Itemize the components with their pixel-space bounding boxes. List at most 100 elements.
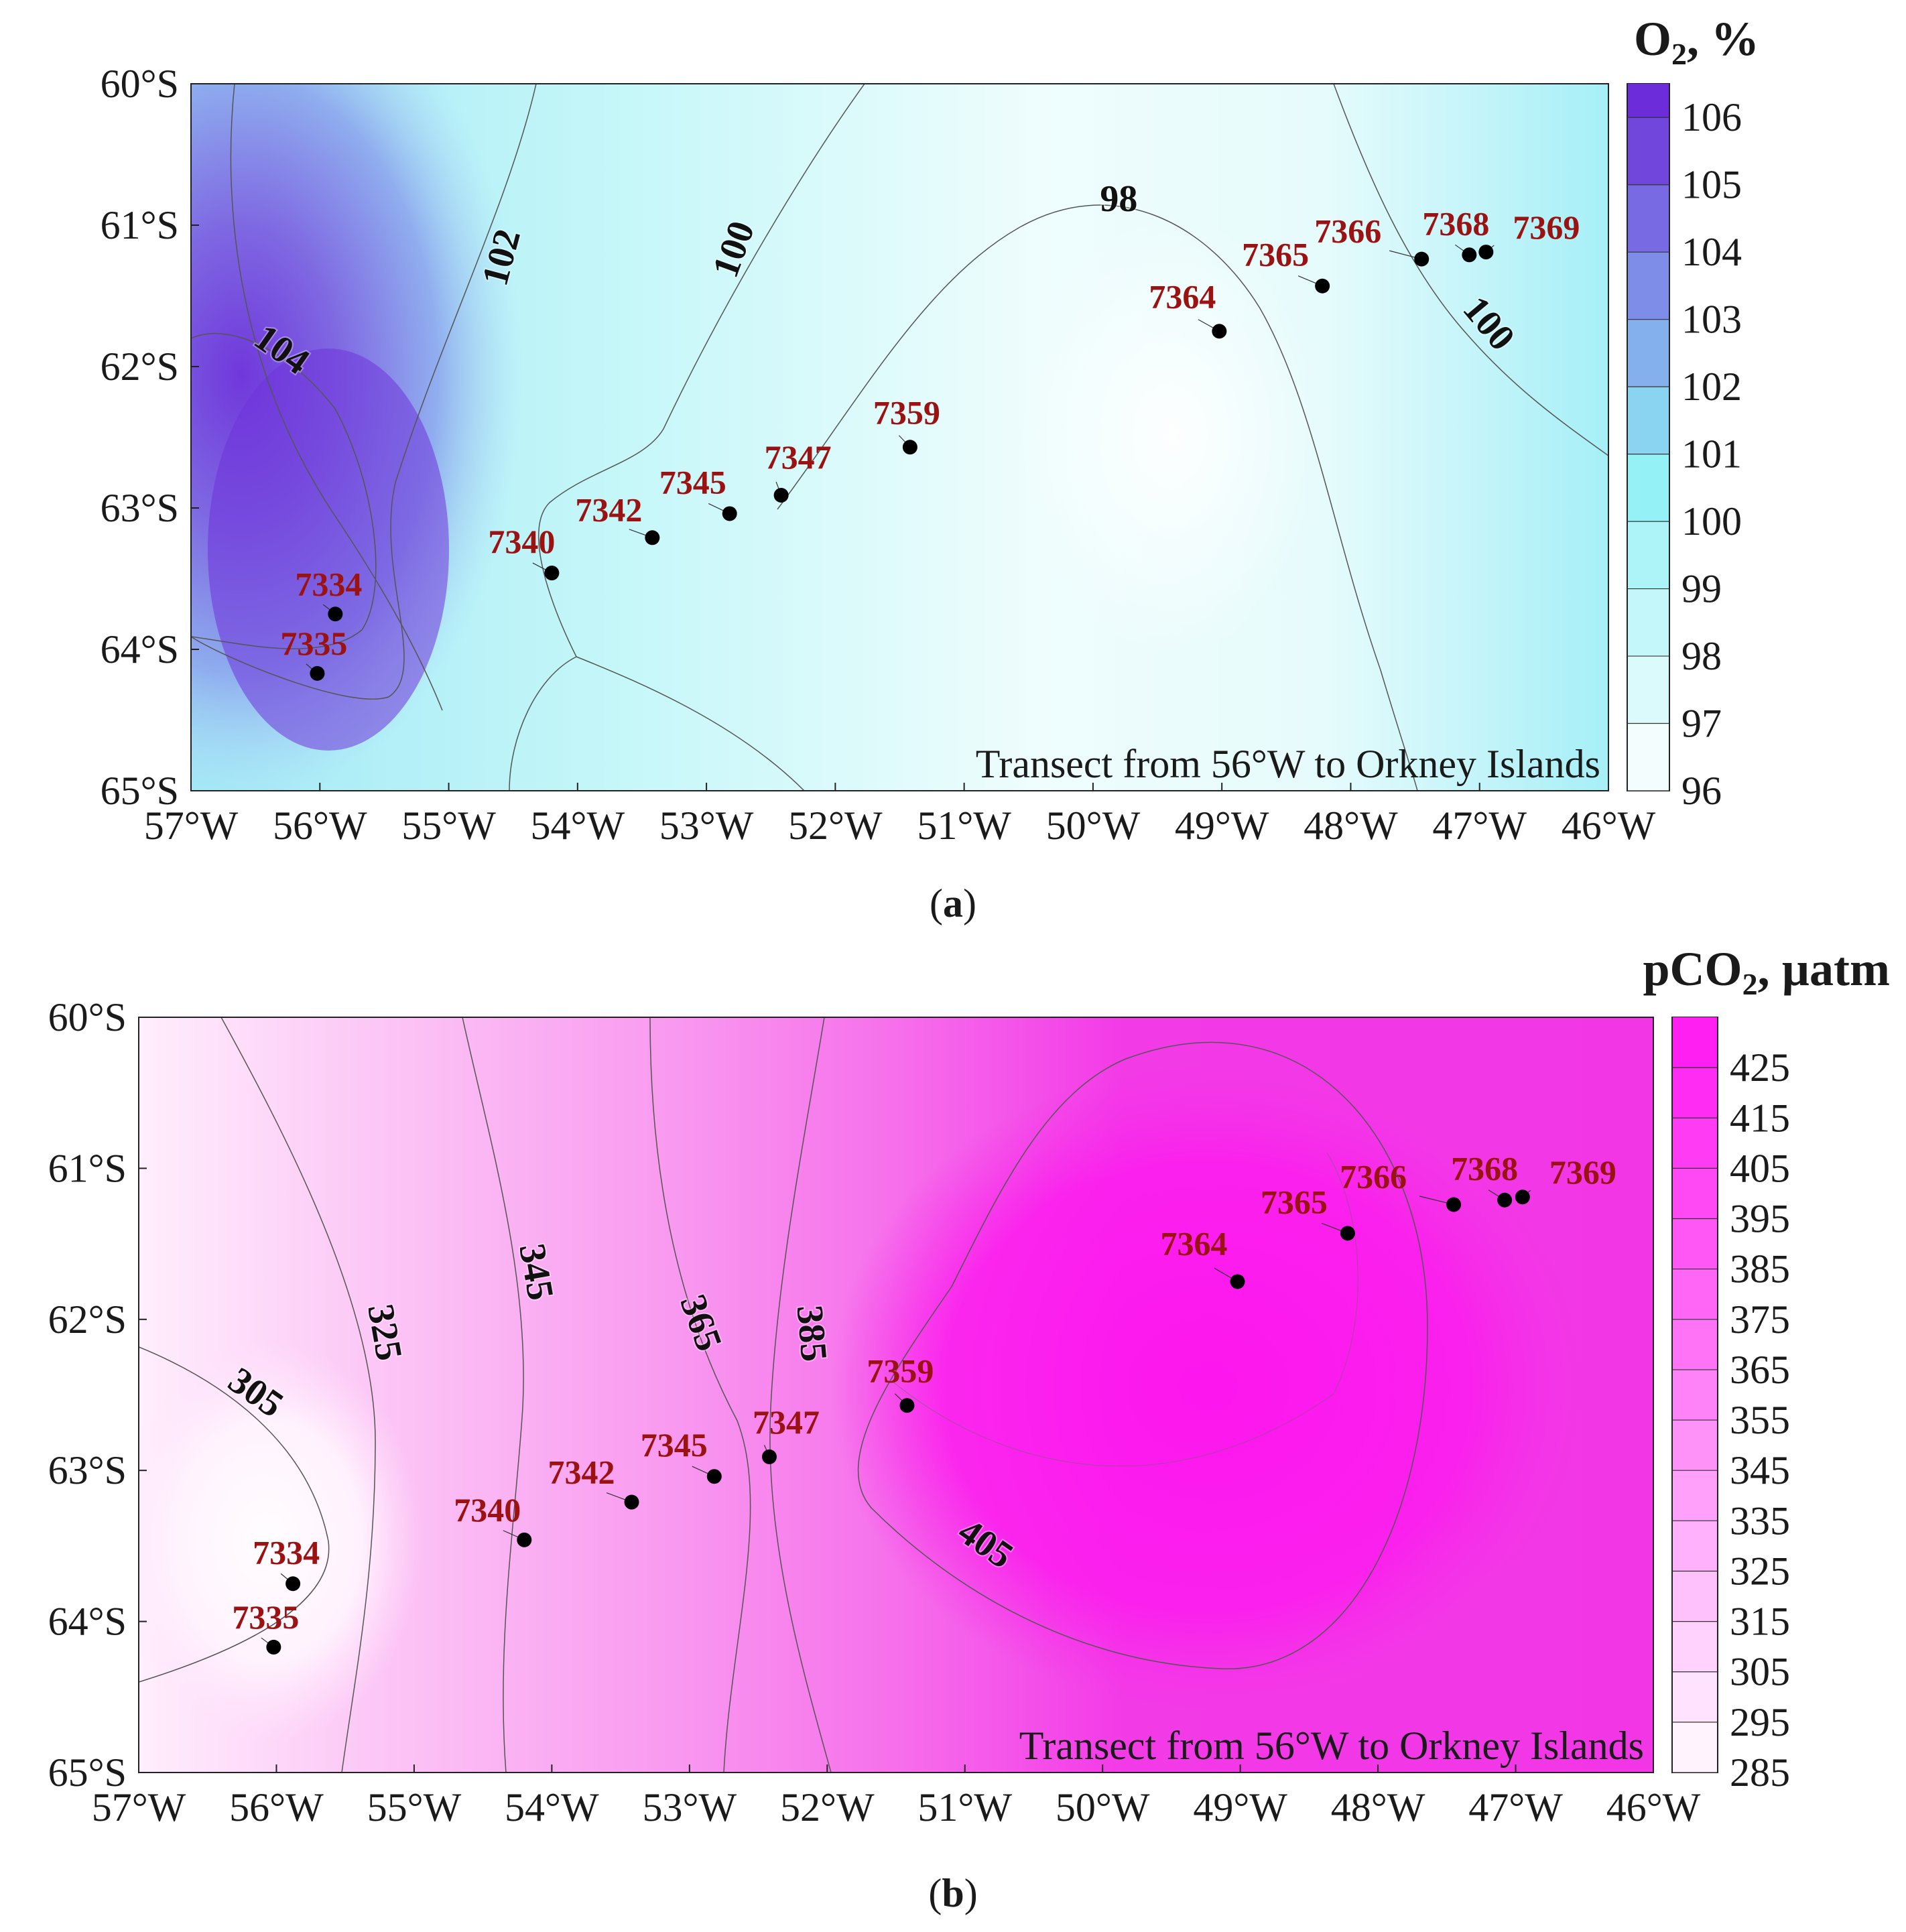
station-label: 7347 — [753, 1403, 820, 1441]
x-tick-label: 56°W — [273, 803, 367, 848]
pco2-contour-line — [769, 1017, 832, 1773]
x-tick-label: 57°W — [92, 1785, 186, 1829]
x-tick-label: 53°W — [643, 1785, 737, 1829]
stations: 7334733573407342734573477359736473657366… — [232, 1150, 1616, 1655]
x-tick-label: 52°W — [780, 1785, 875, 1829]
station-label: 7365 — [1242, 236, 1309, 273]
station-label: 7347 — [765, 438, 832, 476]
colorbar-band — [1628, 656, 1669, 724]
axes: 57°W 56°W 55°W 54°W 53°W 52°W 51°W 50°W 49°W 48°W… — [101, 62, 1656, 848]
panel-a-o2: 57°W 56°W 55°W 54°W 53°W 52°W 51°W 50°W 49°W 48°W… — [101, 12, 1759, 925]
pco2-contour-line — [220, 1017, 376, 1773]
x-tick-label: 56°W — [229, 1785, 324, 1829]
colorbar-title: pCO2, µatm — [1643, 942, 1890, 1001]
transect-annotation: Transect from 56°W to Orkney Islands — [1019, 1724, 1644, 1768]
station-marker — [645, 530, 660, 545]
colorbar-band — [1673, 1420, 1717, 1471]
colorbar-tick-label: 405 — [1730, 1146, 1790, 1190]
colorbar-tick-label: 295 — [1730, 1700, 1790, 1744]
station-marker — [328, 606, 343, 622]
station-marker — [773, 488, 789, 503]
station-marker — [1462, 247, 1477, 263]
colorbar-band — [1628, 723, 1669, 791]
panel-label: (b) — [928, 1871, 977, 1915]
panel-b-pco2: 57°W 56°W 55°W 54°W 53°W 52°W 51°W 50°W 49°W 48°W… — [48, 942, 1890, 1915]
pco2-low-zone — [139, 1340, 422, 1742]
pco2-field — [139, 1017, 1653, 1773]
colorbar-band — [1673, 1671, 1717, 1722]
o2-contour-line — [191, 84, 537, 700]
colorbar-tick-label: 104 — [1681, 230, 1742, 274]
pco2-high-zone — [831, 1066, 1582, 1709]
colorbar-tick-label: 325 — [1730, 1549, 1790, 1593]
station-marker — [761, 1449, 777, 1464]
colorbar-band — [1673, 1521, 1717, 1571]
station-label: 7345 — [641, 1426, 708, 1464]
station-marker — [1230, 1274, 1245, 1289]
colorbar-tick-label: 99 — [1681, 567, 1722, 611]
station-marker — [899, 1398, 915, 1413]
o2-low-zone — [1019, 214, 1327, 657]
colorbar-tick-label: 305 — [1730, 1650, 1790, 1694]
x-tick-label: 48°W — [1331, 1785, 1425, 1829]
y-tick-label: 64°S — [48, 1600, 127, 1644]
x-tick-label: 48°W — [1304, 803, 1398, 848]
colorbar-tick-label: 375 — [1730, 1297, 1790, 1342]
x-tick-label: 55°W — [401, 803, 496, 848]
colorbar-tick-label: 395 — [1730, 1197, 1790, 1241]
station-label: 7335 — [280, 625, 347, 662]
x-tick-label: 46°W — [1562, 803, 1656, 848]
colorbar: O2, % 106 105 104 103 102 101 100 99 98 97 96 — [1627, 12, 1759, 813]
colorbar-band — [1628, 84, 1669, 118]
o2-contour-line — [230, 84, 443, 711]
colorbar: pCO2, µatm 425 415 405 395 385 375 365 355 345 33… — [1643, 942, 1890, 1795]
station-label: 7359 — [873, 393, 940, 431]
x-tick-label: 57°W — [144, 803, 239, 848]
x-tick-label: 51°W — [917, 803, 1011, 848]
colorbar-band — [1673, 1470, 1717, 1521]
station-label: 7334 — [253, 1533, 320, 1571]
colorbar-band — [1673, 1722, 1717, 1773]
o2-contour-line — [191, 333, 377, 649]
colorbar-band — [1673, 1168, 1717, 1219]
colorbar-tick-label: 285 — [1730, 1750, 1790, 1795]
y-tick-label: 60°S — [101, 62, 179, 106]
colorbar-bands: 425 415 405 395 385 375 365 355 345 335 325 315 305 2… — [1672, 1017, 1790, 1795]
x-tick-label: 54°W — [505, 1785, 599, 1829]
colorbar-tick-label: 335 — [1730, 1498, 1790, 1543]
colorbar-band — [1673, 1017, 1717, 1068]
station-label: 7342 — [575, 491, 642, 528]
y-tick-label: 63°S — [48, 1448, 127, 1492]
x-tick-label: 46°W — [1606, 1785, 1701, 1829]
station-label: 7368 — [1451, 1150, 1518, 1187]
station-marker — [1315, 278, 1330, 294]
station-marker — [1340, 1226, 1355, 1241]
plot-frame — [138, 1017, 1654, 1773]
y-tick-label: 65°S — [48, 1750, 127, 1795]
pco2-contour-line — [139, 1346, 330, 1683]
contour-label: 385 — [789, 1303, 835, 1363]
station-label: 7340 — [454, 1491, 521, 1529]
colorbar-tick-label: 415 — [1730, 1096, 1790, 1140]
station-label: 7369 — [1513, 208, 1580, 246]
o2-contour-line — [777, 204, 1418, 791]
station-label: 7365 — [1261, 1183, 1328, 1220]
y-tick-label: 60°S — [48, 995, 127, 1039]
colorbar-band — [1628, 521, 1669, 589]
stations: 7334733573407342734573477359736473657366… — [280, 204, 1580, 681]
colorbar-band — [1673, 1269, 1717, 1319]
station-label: 7359 — [867, 1352, 934, 1389]
x-tick-label: 50°W — [1056, 1785, 1150, 1829]
colorbar-tick-label: 105 — [1681, 163, 1742, 207]
colorbar-band — [1628, 117, 1669, 185]
pco2-contour-line — [891, 1152, 1358, 1467]
y-tick-label: 62°S — [101, 344, 179, 389]
colorbar-tick-label: 425 — [1730, 1045, 1790, 1090]
o2-contour-line — [509, 84, 865, 791]
axes: 57°W 56°W 55°W 54°W 53°W 52°W 51°W 50°W 49°W 48°W… — [48, 995, 1701, 1829]
station-marker — [1497, 1192, 1513, 1208]
pco2-contour-line — [857, 1041, 1428, 1669]
y-tick-label: 64°S — [101, 627, 179, 671]
station-marker — [1414, 251, 1430, 267]
colorbar-band — [1628, 252, 1669, 320]
